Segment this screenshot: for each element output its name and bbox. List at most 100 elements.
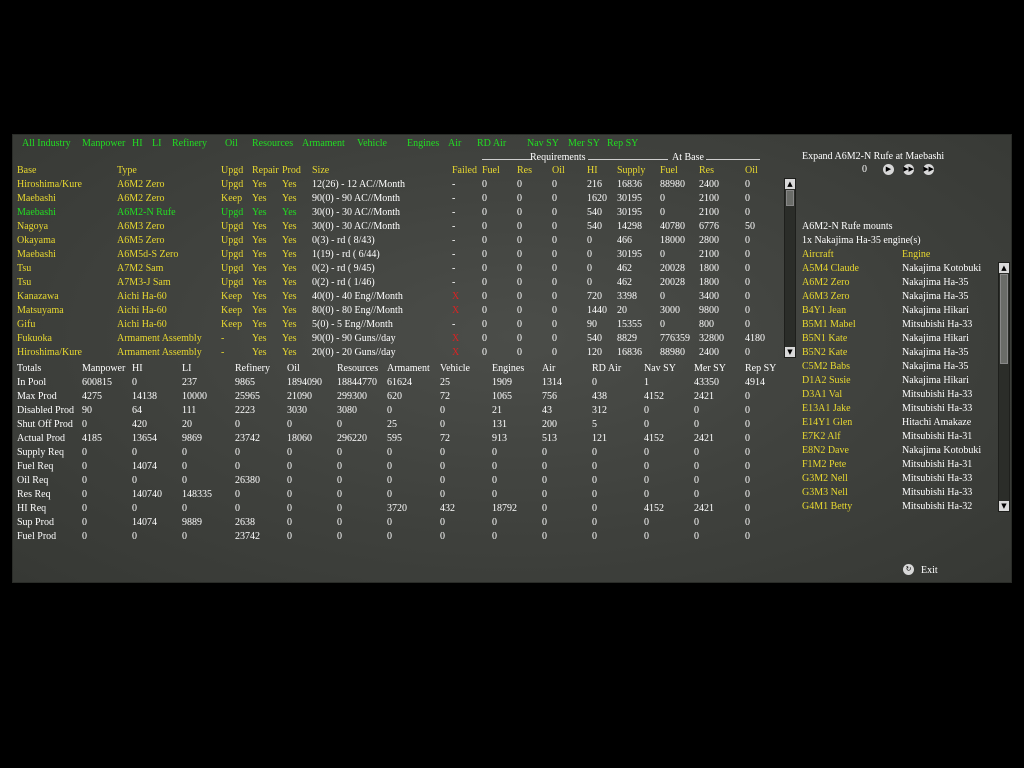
totals-row-cell: 0 xyxy=(82,419,87,430)
base-row-name[interactable]: Maebashi xyxy=(17,207,56,218)
exit-icon[interactable]: ↻ xyxy=(903,564,914,575)
scroll-down-icon[interactable]: ▼ xyxy=(785,347,795,357)
scrollbar-thumb[interactable] xyxy=(786,190,794,206)
totals-row-cell: 0 xyxy=(694,461,699,472)
totals-column-header: HI xyxy=(132,363,143,374)
totals-row-cell: 0 xyxy=(440,447,445,458)
base-row-name[interactable]: Okayama xyxy=(17,235,56,246)
base-row-cell: - xyxy=(452,319,456,330)
expand-fast-icon[interactable]: ▶▶ xyxy=(903,164,914,175)
base-row-cell: Upgd xyxy=(221,207,244,218)
nav-tab[interactable]: LI xyxy=(152,138,162,149)
base-row-name[interactable]: Kanazawa xyxy=(17,291,59,302)
aircraft-list-scrollbar[interactable]: ▲ ▼ xyxy=(998,262,1010,512)
nav-tab[interactable]: Resources xyxy=(252,138,294,149)
aircraft-list-item[interactable]: B4Y1 Jean xyxy=(802,305,847,316)
base-row-cell: 0 xyxy=(552,291,557,302)
aircraft-list-item[interactable]: F1M2 Pete xyxy=(802,459,847,470)
aircraft-list-item[interactable]: C5M2 Babs xyxy=(802,361,851,372)
base-row-name[interactable]: Tsu xyxy=(17,263,32,274)
base-row-name[interactable]: Maebashi xyxy=(17,193,56,204)
base-row-cell: 90(0) - 90 AC//Month xyxy=(312,193,401,204)
totals-column-header: Manpower xyxy=(82,363,126,374)
base-row-cell: 0 xyxy=(517,319,522,330)
base-row-cell: 0 xyxy=(482,305,487,316)
aircraft-list-item[interactable]: D1A2 Susie xyxy=(802,375,851,386)
base-row-cell: - xyxy=(452,263,456,274)
aircraft-list-item[interactable]: B5N2 Kate xyxy=(802,347,848,358)
base-row-cell: A6M2 Zero xyxy=(117,179,165,190)
engine-list-item: Nakajima Ha-35 xyxy=(902,291,969,302)
base-row-cell: - xyxy=(452,207,456,218)
nav-tab[interactable]: HI xyxy=(132,138,143,149)
totals-row-cell: 0 xyxy=(694,531,699,542)
aircraft-list-item[interactable]: D3A1 Val xyxy=(802,389,843,400)
base-row-cell: 0 xyxy=(745,249,750,260)
nav-tab[interactable]: RD Air xyxy=(477,138,507,149)
scroll-up-icon[interactable]: ▲ xyxy=(785,179,795,189)
base-row-cell: 0 xyxy=(482,193,487,204)
base-row-cell: Upgd xyxy=(221,179,244,190)
aircraft-list-item[interactable]: G3M2 Nell xyxy=(802,473,848,484)
nav-tab[interactable]: Armament xyxy=(302,138,345,149)
base-row-name[interactable]: Gifu xyxy=(17,319,36,330)
base-row-cell: Yes xyxy=(252,347,267,358)
nav-tab[interactable]: Rep SY xyxy=(607,138,639,149)
aircraft-list-item[interactable]: G4M1 Betty xyxy=(802,501,853,512)
base-row-cell: 20 xyxy=(617,305,627,316)
totals-row-cell: 0 xyxy=(235,461,240,472)
aircraft-list-item[interactable]: B5N1 Kate xyxy=(802,333,848,344)
nav-tab[interactable]: Engines xyxy=(407,138,440,149)
base-row-cell: 0 xyxy=(660,291,665,302)
base-row-cell: 0 xyxy=(745,193,750,204)
aircraft-list-item[interactable]: A6M3 Zero xyxy=(802,291,850,302)
aircraft-list-item[interactable]: B5M1 Mabel xyxy=(802,319,856,330)
nav-tab[interactable]: Manpower xyxy=(82,138,126,149)
exit-button[interactable]: Exit xyxy=(921,565,938,576)
base-row-cell: - xyxy=(221,333,225,344)
totals-row-cell: 0 xyxy=(745,447,750,458)
scroll-up-icon[interactable]: ▲ xyxy=(999,263,1009,273)
base-row-name[interactable]: Matsuyama xyxy=(17,305,64,316)
scrollbar-thumb[interactable] xyxy=(1000,274,1008,364)
base-row-cell: Yes xyxy=(282,207,297,218)
expand-next-icon[interactable]: ▶ xyxy=(883,164,894,175)
base-table-scrollbar[interactable]: ▲ ▼ xyxy=(784,178,796,358)
base-row-name[interactable]: Maebashi xyxy=(17,249,56,260)
base-row-name[interactable]: Fukuoka xyxy=(17,333,52,344)
totals-row-cell: 0 xyxy=(387,517,392,528)
expand-end-icon[interactable]: ▶▶ xyxy=(923,164,934,175)
totals-row-cell: 131 xyxy=(492,419,507,430)
totals-row-cell: 0 xyxy=(182,503,187,514)
nav-tab[interactable]: Vehicle xyxy=(357,138,387,149)
totals-row-cell: 0 xyxy=(337,475,342,486)
base-row-cell: 1800 xyxy=(699,263,719,274)
scroll-down-icon[interactable]: ▼ xyxy=(999,501,1009,511)
nav-tab[interactable]: Air xyxy=(448,138,462,149)
totals-row-cell: 0 xyxy=(492,531,497,542)
base-row-name[interactable]: Tsu xyxy=(17,277,32,288)
aircraft-list-item[interactable]: E8N2 Dave xyxy=(802,445,849,456)
totals-row-cell: 20 xyxy=(182,419,192,430)
base-row-name[interactable]: Nagoya xyxy=(17,221,49,232)
aircraft-list-item[interactable]: A6M2 Zero xyxy=(802,277,850,288)
totals-row-cell: 3030 xyxy=(287,405,307,416)
nav-tab[interactable]: Oil xyxy=(225,138,238,149)
totals-row-cell: 61624 xyxy=(387,377,412,388)
base-row-cell: 0 xyxy=(517,221,522,232)
aircraft-list-item[interactable]: E13A1 Jake xyxy=(802,403,851,414)
base-row-name[interactable]: Hiroshima/Kure xyxy=(17,347,82,358)
engine-list-item: Nakajima Ha-35 xyxy=(902,347,969,358)
aircraft-list-item[interactable]: G3M3 Nell xyxy=(802,487,848,498)
nav-tab[interactable]: Nav SY xyxy=(527,138,559,149)
totals-row-cell: 2638 xyxy=(235,517,255,528)
nav-tab[interactable]: All Industry xyxy=(22,138,71,149)
totals-row-cell: 0 xyxy=(592,447,597,458)
nav-tab[interactable]: Refinery xyxy=(172,138,207,149)
base-row-name[interactable]: Hiroshima/Kure xyxy=(17,179,82,190)
base-row-cell: X xyxy=(452,291,460,302)
aircraft-list-item[interactable]: A5M4 Claude xyxy=(802,263,859,274)
aircraft-list-item[interactable]: E14Y1 Glen xyxy=(802,417,853,428)
aircraft-list-item[interactable]: E7K2 Alf xyxy=(802,431,841,442)
nav-tab[interactable]: Mer SY xyxy=(568,138,600,149)
